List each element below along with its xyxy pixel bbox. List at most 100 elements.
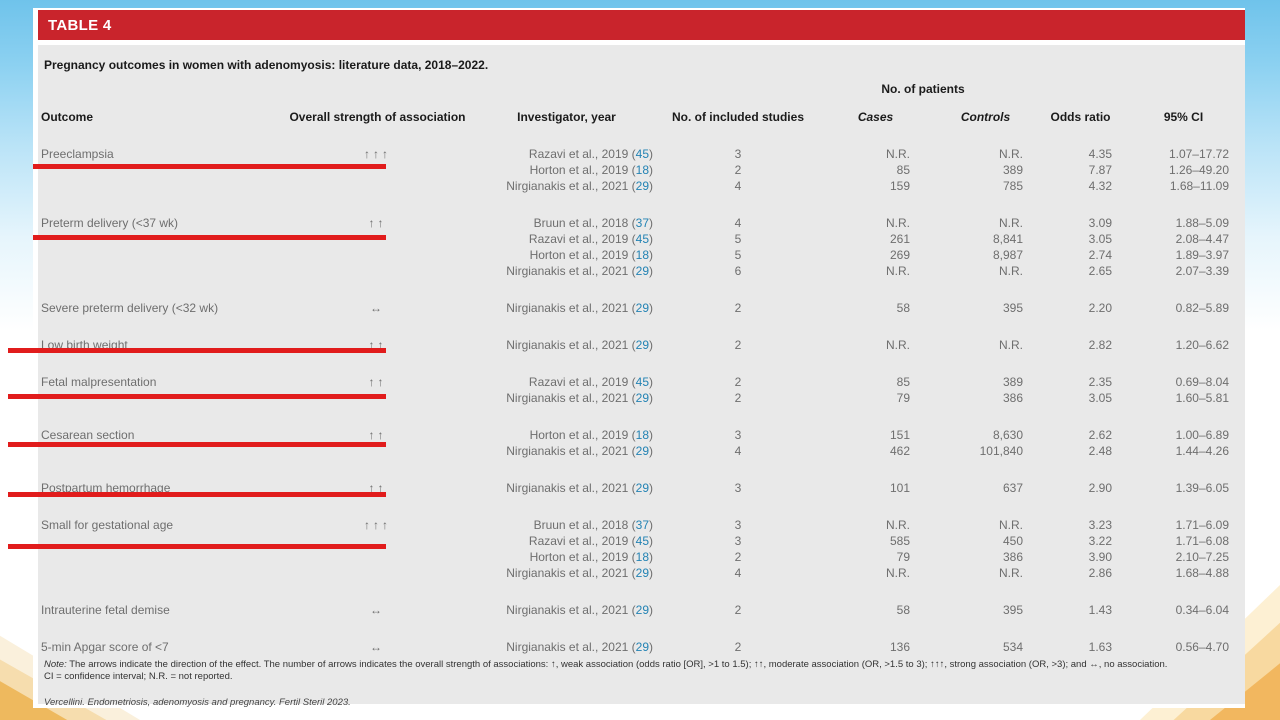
studies-cell: 3: [734, 481, 742, 495]
red-underline-annotation: [8, 544, 386, 549]
strength-arrows: ↑↑↑: [364, 147, 391, 161]
investigator-cell: Horton et al., 2019 (18): [529, 550, 653, 564]
controls-cell: N.R.: [999, 566, 1023, 580]
odds-ratio-cell: 2.65: [1088, 264, 1112, 278]
odds-ratio-cell: 2.82: [1088, 338, 1112, 352]
controls-cell: 386: [1002, 391, 1023, 405]
investigator-cell: Nirgianakis et al., 2021 (29): [506, 444, 653, 458]
investigator-cell: Horton et al., 2019 (18): [529, 428, 653, 442]
investigator-cell: Nirgianakis et al., 2021 (29): [506, 264, 653, 278]
table-row: Razavi et al., 2019 (45) 3 585 450 3.22 1.71–…: [39, 533, 1239, 549]
studies-cell: 4: [734, 216, 742, 230]
cases-cell: 159: [889, 179, 910, 193]
cases-cell: 462: [889, 444, 910, 458]
odds-ratio-cell: 3.23: [1088, 518, 1112, 532]
cases-cell: 79: [896, 550, 910, 564]
controls-cell: 534: [1002, 640, 1023, 654]
investigator-cell: Nirgianakis et al., 2021 (29): [506, 179, 653, 193]
note-text: The arrows indicate the direction of the…: [69, 659, 1168, 670]
cases-cell: N.R.: [886, 566, 910, 580]
red-underline-annotation: [33, 164, 386, 169]
outcome-cell: Small for gestational age: [41, 518, 174, 532]
table-row: Cesarean section ↑↑ Horton et al., 2019 (1…: [39, 427, 1239, 443]
controls-cell: 101,840: [979, 444, 1023, 458]
outcomes-table-body: Preeclampsia ↑↑↑ Razavi et al., 2019 (45) 3…: [39, 127, 1239, 655]
ci-cell: 1.26–49.20: [1168, 163, 1229, 177]
citation-ref: 29: [635, 566, 649, 580]
outcome-cell: Postpartum hemorrhage: [41, 481, 171, 495]
odds-ratio-cell: 1.43: [1088, 603, 1112, 617]
group-spacer-row: [39, 406, 1239, 427]
controls-cell: N.R.: [999, 147, 1023, 161]
odds-ratio-cell: 3.22: [1088, 534, 1112, 548]
ci-cell: 2.10–7.25: [1175, 550, 1229, 564]
group-spacer-row: [39, 279, 1239, 300]
col-header-outcome: Outcome: [41, 110, 94, 124]
spanning-header-row: No. of patients: [39, 73, 1239, 97]
ci-cell: 1.88–5.09: [1175, 216, 1229, 230]
investigator-cell: Horton et al., 2019 (18): [529, 248, 653, 262]
cases-cell: 261: [889, 232, 910, 246]
citation-ref: 29: [635, 603, 649, 617]
table-row: Fetal malpresentation ↑↑ Razavi et al., 20…: [39, 374, 1239, 390]
investigator-cell: Razavi et al., 2019 (45): [528, 147, 653, 161]
ci-cell: 2.08–4.47: [1175, 232, 1229, 246]
controls-cell: N.R.: [999, 338, 1023, 352]
table-row: Preeclampsia ↑↑↑ Razavi et al., 2019 (45) 3…: [39, 146, 1239, 162]
table-row: Nirgianakis et al., 2021 (29) 4 462 101,840…: [39, 443, 1239, 459]
cases-cell: 136: [889, 640, 910, 654]
studies-cell: 2: [734, 603, 742, 617]
strength-arrows: ↔: [370, 603, 385, 617]
controls-cell: N.R.: [999, 264, 1023, 278]
col-header-strength: Overall strength of association: [289, 110, 466, 124]
ci-cell: 1.20–6.62: [1175, 338, 1229, 352]
group-spacer-row: [39, 194, 1239, 215]
controls-cell: 389: [1002, 375, 1023, 389]
col-header-odds-ratio: Odds ratio: [1050, 110, 1111, 124]
studies-cell: 3: [734, 534, 742, 548]
group-spacer-row: [39, 316, 1239, 337]
citation-ref: 29: [635, 444, 649, 458]
table-source-citation: Vercellini. Endometriosis, adenomyosis a…: [44, 697, 351, 708]
strength-arrows: ↔: [370, 301, 385, 315]
investigator-cell: Nirgianakis et al., 2021 (29): [506, 566, 653, 580]
cases-cell: N.R.: [886, 518, 910, 532]
cases-cell: 58: [896, 301, 910, 315]
citation-ref: 29: [635, 301, 649, 315]
ci-cell: 1.00–6.89: [1175, 428, 1229, 442]
cases-cell: 151: [889, 428, 910, 442]
cases-cell: N.R.: [886, 264, 910, 278]
odds-ratio-cell: 3.05: [1088, 391, 1112, 405]
odds-ratio-cell: 2.86: [1088, 566, 1112, 580]
strength-arrows: ↑↑↑: [364, 518, 391, 532]
column-header-row: Outcome Overall strength of association …: [39, 97, 1239, 127]
ci-cell: 1.68–11.09: [1169, 179, 1229, 193]
controls-cell: 395: [1002, 603, 1023, 617]
citation-ref: 18: [635, 248, 649, 262]
table-title: TABLE 4: [48, 16, 112, 34]
strength-arrows: ↑↑: [368, 375, 387, 389]
group-spacer-row: [39, 353, 1239, 374]
outcome-cell: Preterm delivery (<37 wk): [41, 216, 179, 230]
studies-cell: 2: [734, 301, 742, 315]
outcome-cell: Severe preterm delivery (<32 wk): [41, 301, 219, 315]
controls-cell: 8,987: [992, 248, 1023, 262]
citation-ref: 45: [635, 534, 649, 548]
table-row: Horton et al., 2019 (18) 2 79 386 3.90 2.10–7…: [39, 549, 1239, 565]
controls-cell: N.R.: [999, 216, 1023, 230]
table-row: Razavi et al., 2019 (45) 5 261 8,841 3.05 2.0…: [39, 231, 1239, 247]
ci-cell: 1.60–5.81: [1175, 391, 1229, 405]
cases-cell: 85: [896, 375, 910, 389]
studies-cell: 2: [734, 338, 742, 352]
col-header-cases: Cases: [857, 110, 894, 124]
ci-cell: 1.89–3.97: [1175, 248, 1229, 262]
table-row: Nirgianakis et al., 2021 (29) 2 79 386 3.05 1…: [39, 390, 1239, 406]
table-caption: Pregnancy outcomes in women with adenomy…: [44, 58, 489, 72]
citation-ref: 45: [635, 375, 649, 389]
investigator-cell: Nirgianakis et al., 2021 (29): [506, 481, 653, 495]
controls-cell: N.R.: [999, 518, 1023, 532]
group-spacer-row: [39, 496, 1239, 517]
table-row: Severe preterm delivery (<32 wk) ↔ Nirgian…: [39, 300, 1239, 316]
cases-cell: 585: [889, 534, 910, 548]
investigator-cell: Nirgianakis et al., 2021 (29): [506, 391, 653, 405]
